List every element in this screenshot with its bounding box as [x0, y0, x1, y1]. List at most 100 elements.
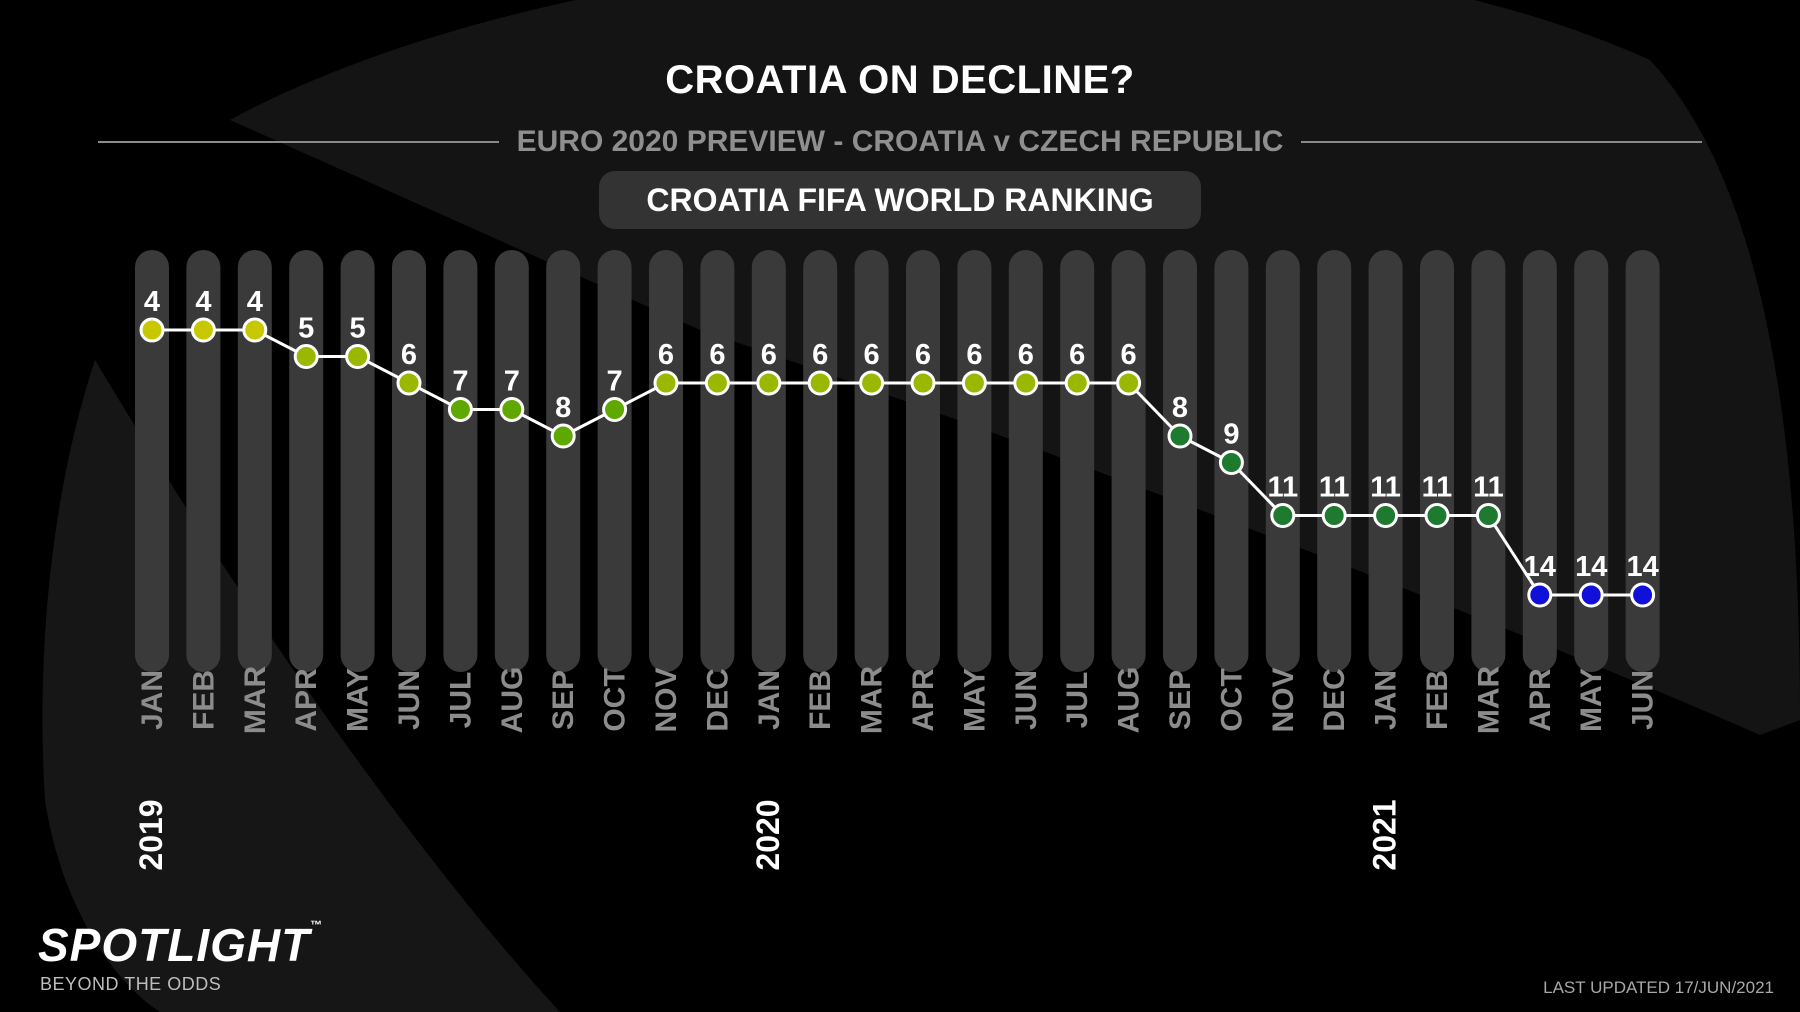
- ranking-point: [1424, 503, 1450, 528]
- value-label: 7: [607, 366, 623, 398]
- month-label: JAN: [1370, 670, 1403, 730]
- value-label: 6: [401, 339, 417, 371]
- ranking-point: [859, 370, 885, 396]
- value-label: 14: [1524, 551, 1556, 583]
- value-label: 11: [1422, 472, 1453, 504]
- chart-subtitle: EURO 2020 PREVIEW - CROATIA v CZECH REPU…: [516, 125, 1284, 158]
- month-label: OCT: [1215, 668, 1248, 731]
- value-label: 6: [1069, 339, 1085, 371]
- month-label: APR: [290, 668, 323, 732]
- value-label: 6: [658, 339, 674, 371]
- ranking-point: [756, 370, 782, 396]
- month-label: NOV: [650, 667, 683, 732]
- month-label: DEC: [1318, 668, 1351, 731]
- ranking-point: [1321, 503, 1347, 528]
- ranking-point: [653, 370, 679, 396]
- logo-trademark: ™: [310, 918, 324, 932]
- ranking-point: [550, 423, 576, 449]
- ranking-point: [910, 370, 936, 396]
- value-label: 11: [1473, 472, 1504, 504]
- month-column: [1111, 250, 1146, 672]
- month-columns: [135, 250, 1660, 672]
- year-label: 2021: [1367, 799, 1403, 870]
- month-label: MAR: [856, 666, 889, 735]
- year-label: 2020: [750, 799, 786, 870]
- ranking-point: [1630, 582, 1656, 608]
- chart-title: CROATIA ON DECLINE?: [665, 58, 1135, 102]
- value-label: 5: [350, 313, 366, 345]
- month-label: MAY: [958, 668, 991, 732]
- value-label: 6: [864, 339, 880, 371]
- ranking-point: [1116, 370, 1142, 396]
- month-column: [392, 250, 426, 672]
- month-column: [649, 250, 683, 672]
- month-column: [1265, 250, 1300, 672]
- ranking-point: [704, 370, 730, 396]
- value-label: 8: [1172, 392, 1188, 424]
- month-label: JAN: [136, 670, 169, 730]
- month-label: OCT: [599, 668, 632, 731]
- month-column: [700, 250, 735, 672]
- month-label: JAN: [753, 670, 786, 730]
- ranking-point: [1527, 582, 1553, 608]
- ranking-point: [1167, 423, 1193, 449]
- value-label: 6: [1018, 339, 1034, 371]
- value-label: 7: [504, 366, 520, 398]
- month-column: [546, 250, 581, 672]
- month-column: [803, 250, 838, 672]
- month-label: SEP: [547, 670, 580, 730]
- month-label: JUN: [393, 670, 426, 730]
- background-swoosh-lower: [42, 360, 560, 1012]
- month-label: JUN: [1627, 670, 1660, 730]
- month-label: MAY: [1575, 668, 1608, 732]
- month-column: [1317, 250, 1352, 672]
- value-label: 6: [812, 339, 828, 371]
- month-column: [1163, 250, 1197, 672]
- value-label: 6: [1121, 339, 1137, 371]
- value-label: 14: [1626, 551, 1658, 583]
- chart-badge: CROATIA FIFA WORLD RANKING: [599, 171, 1201, 229]
- ranking-point: [807, 370, 833, 396]
- ranking-point: [345, 344, 371, 369]
- month-label: JUL: [444, 672, 477, 729]
- ranking-point: [1218, 450, 1244, 475]
- year-label: 2019: [133, 799, 169, 870]
- month-column: [1471, 250, 1506, 672]
- month-column: [1574, 250, 1609, 672]
- value-label: 6: [761, 339, 777, 371]
- subtitle-rule-right: [1301, 141, 1702, 143]
- ranking-point: [1013, 370, 1039, 396]
- month-label: AUG: [1113, 667, 1146, 734]
- month-column: [1522, 250, 1557, 672]
- value-label: 9: [1223, 419, 1239, 451]
- value-label: 8: [555, 392, 571, 424]
- ranking-point: [139, 317, 165, 343]
- month-column: [494, 250, 529, 672]
- month-column: [1008, 250, 1043, 672]
- month-label: SEP: [1164, 670, 1197, 730]
- month-label: FEB: [187, 670, 220, 730]
- month-column: [135, 250, 169, 672]
- month-column: [1625, 250, 1660, 672]
- value-label: 6: [915, 339, 931, 371]
- month-column: [237, 250, 272, 672]
- month-column: [1368, 250, 1403, 672]
- month-label: FEB: [804, 670, 837, 730]
- value-labels: 4 4 4 5 5 6 7 7 8 7 6 6 6 6 6 6 6 6 6 6 8 9 11 11 11 11 11 14 14 14: [144, 286, 1659, 583]
- ranking-point: [1578, 582, 1604, 608]
- value-label: 11: [1267, 472, 1298, 504]
- ranking-point: [602, 397, 628, 422]
- month-column: [186, 250, 221, 672]
- month-label: MAR: [239, 666, 272, 735]
- month-label: AUG: [496, 667, 529, 734]
- month-label: MAR: [1472, 666, 1505, 735]
- month-column: [1060, 250, 1095, 672]
- value-label: 4: [144, 286, 160, 318]
- month-column: [597, 250, 632, 672]
- ranking-point: [1270, 503, 1296, 528]
- month-label: FEB: [1421, 670, 1454, 730]
- subtitle-row: EURO 2020 PREVIEW - CROATIA v CZECH REPU…: [98, 124, 1702, 160]
- value-label: 4: [247, 286, 263, 318]
- subtitle-rule-left: [98, 141, 499, 143]
- ranking-point: [293, 344, 319, 369]
